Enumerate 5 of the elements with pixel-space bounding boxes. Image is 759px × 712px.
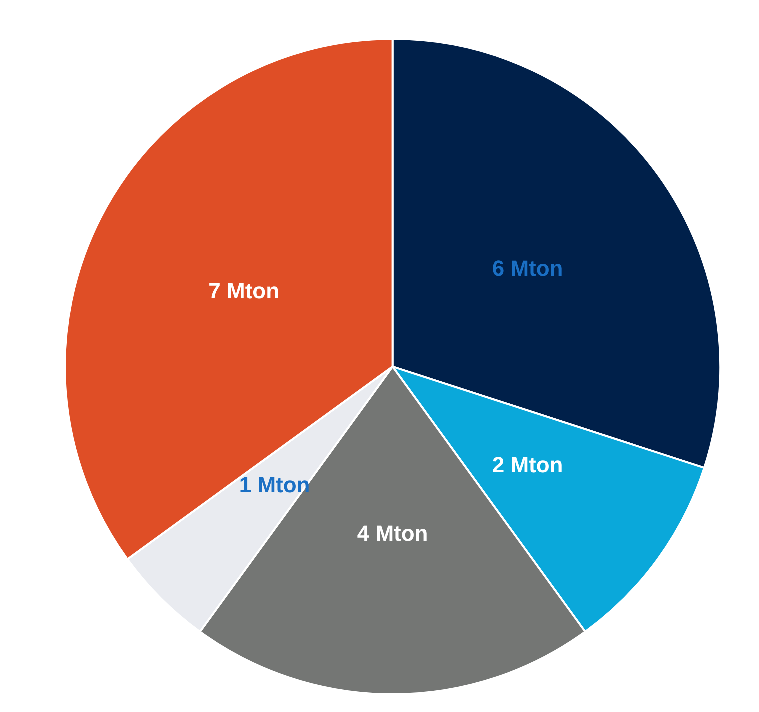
- data-label: 1 Mton: [239, 472, 310, 498]
- data-label: 2 Mton: [492, 452, 564, 478]
- data-label: 7 Mton: [208, 278, 280, 304]
- data-label: 6 Mton: [492, 256, 564, 282]
- data-label: 4 Mton: [357, 521, 428, 546]
